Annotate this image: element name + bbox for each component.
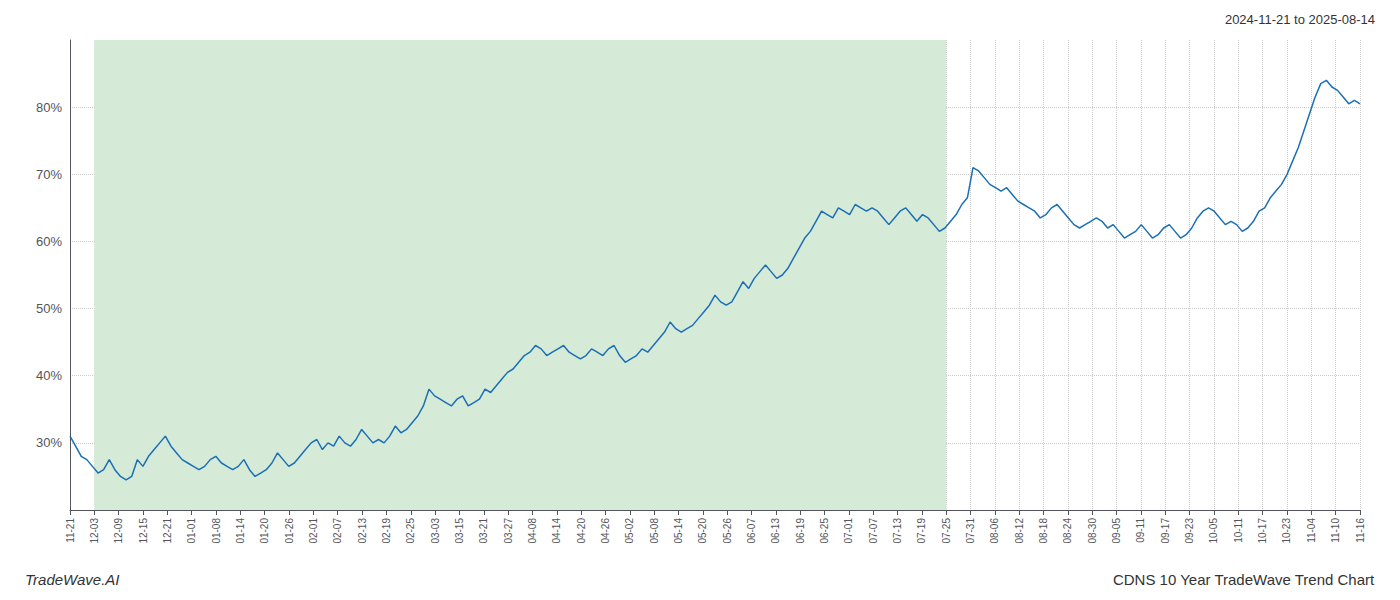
svg-text:80%: 80% — [36, 100, 62, 115]
svg-text:04-08: 04-08 — [527, 518, 538, 544]
svg-text:09-05: 09-05 — [1111, 518, 1122, 544]
svg-text:2024-11-21 to 2025-08-14: 2024-11-21 to 2025-08-14 — [1225, 12, 1375, 27]
svg-text:06-07: 06-07 — [746, 518, 757, 544]
svg-text:60%: 60% — [36, 234, 62, 249]
svg-text:07-07: 07-07 — [868, 518, 879, 544]
svg-text:03-21: 03-21 — [478, 518, 489, 544]
svg-text:08-18: 08-18 — [1038, 518, 1049, 544]
svg-text:11-10: 11-10 — [1330, 518, 1341, 543]
svg-text:07-31: 07-31 — [965, 518, 976, 544]
svg-text:12-15: 12-15 — [138, 518, 149, 544]
svg-text:05-26: 05-26 — [722, 518, 733, 544]
svg-text:CDNS 10 Year TradeWave Trend C: CDNS 10 Year TradeWave Trend Chart — [1113, 571, 1375, 588]
svg-text:04-26: 04-26 — [600, 518, 611, 544]
svg-text:03-27: 03-27 — [503, 518, 514, 544]
svg-text:01-20: 01-20 — [259, 518, 270, 544]
svg-text:09-23: 09-23 — [1184, 518, 1195, 544]
svg-text:11-21: 11-21 — [65, 518, 76, 543]
svg-text:10-11: 10-11 — [1233, 518, 1244, 543]
svg-text:01-01: 01-01 — [186, 518, 197, 544]
svg-text:02-25: 02-25 — [405, 518, 416, 544]
svg-text:09-11: 09-11 — [1135, 518, 1146, 543]
svg-text:03-15: 03-15 — [454, 518, 465, 544]
svg-text:12-09: 12-09 — [113, 518, 124, 544]
svg-text:02-19: 02-19 — [381, 518, 392, 544]
svg-text:11-16: 11-16 — [1355, 518, 1366, 543]
svg-text:05-08: 05-08 — [649, 518, 660, 544]
svg-text:07-13: 07-13 — [892, 518, 903, 544]
svg-text:01-08: 01-08 — [211, 518, 222, 544]
svg-text:07-25: 07-25 — [941, 518, 952, 544]
svg-text:07-19: 07-19 — [916, 518, 927, 544]
svg-text:05-20: 05-20 — [697, 518, 708, 544]
svg-text:50%: 50% — [36, 301, 62, 316]
svg-text:10-17: 10-17 — [1257, 518, 1268, 544]
svg-text:07-01: 07-01 — [843, 518, 854, 544]
svg-text:06-13: 06-13 — [770, 518, 781, 544]
svg-text:12-03: 12-03 — [89, 518, 100, 544]
svg-text:12-21: 12-21 — [162, 518, 173, 544]
svg-text:06-25: 06-25 — [819, 518, 830, 544]
svg-text:01-26: 01-26 — [284, 518, 295, 544]
svg-text:02-13: 02-13 — [357, 518, 368, 544]
svg-text:06-19: 06-19 — [795, 518, 806, 544]
svg-text:04-20: 04-20 — [576, 518, 587, 544]
svg-text:70%: 70% — [36, 167, 62, 182]
svg-text:08-06: 08-06 — [989, 518, 1000, 544]
svg-text:04-14: 04-14 — [551, 518, 562, 544]
svg-text:08-12: 08-12 — [1014, 518, 1025, 544]
svg-text:10-05: 10-05 — [1208, 518, 1219, 544]
svg-text:09-17: 09-17 — [1160, 518, 1171, 544]
svg-text:01-14: 01-14 — [235, 518, 246, 544]
svg-text:11-04: 11-04 — [1306, 518, 1317, 543]
svg-text:05-02: 05-02 — [624, 518, 635, 544]
svg-text:03-03: 03-03 — [430, 518, 441, 544]
svg-text:02-07: 02-07 — [332, 518, 343, 544]
svg-text:10-23: 10-23 — [1281, 518, 1292, 544]
svg-text:08-30: 08-30 — [1087, 518, 1098, 544]
svg-text:40%: 40% — [36, 368, 62, 383]
svg-text:30%: 30% — [36, 435, 62, 450]
svg-text:TradeWave.AI: TradeWave.AI — [25, 571, 119, 588]
svg-text:08-24: 08-24 — [1062, 518, 1073, 544]
svg-text:05-14: 05-14 — [673, 518, 684, 544]
svg-text:02-01: 02-01 — [308, 518, 319, 544]
